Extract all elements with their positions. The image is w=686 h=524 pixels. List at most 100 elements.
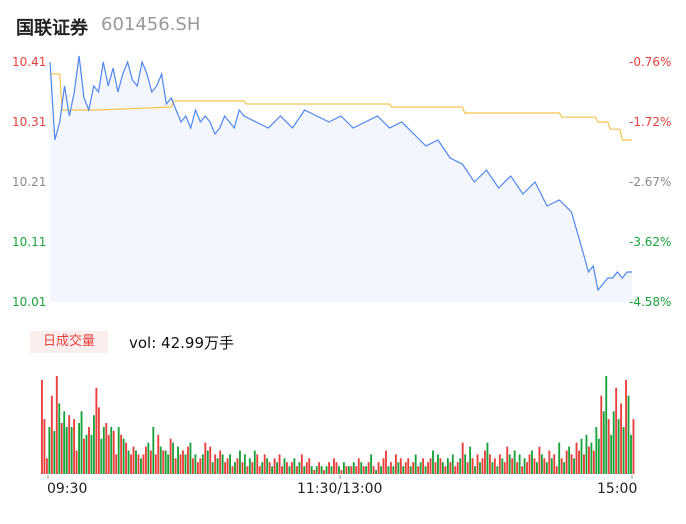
stock-name: 国联证券 [16, 18, 88, 39]
volume-bar [211, 462, 214, 474]
volume-bar [281, 466, 283, 474]
volume-bar [268, 462, 271, 474]
volume-bar [347, 466, 350, 474]
volume-bar [48, 427, 51, 474]
volume-bar [479, 462, 481, 474]
volume-bar [528, 454, 531, 474]
volume-bar [402, 466, 405, 474]
volume-bar [258, 466, 261, 474]
stock-code: 601456.SH [101, 14, 201, 35]
volume-bar [385, 450, 387, 474]
volume-bar [427, 462, 429, 474]
volume-bar [345, 466, 348, 474]
volume-bar [518, 454, 521, 474]
volume-bar [355, 466, 358, 474]
volume-bar [256, 454, 259, 474]
volume-bar [50, 395, 53, 474]
volume-bar [85, 434, 88, 474]
volume-bar [214, 454, 217, 474]
volume-bar [444, 466, 447, 474]
volume-bar [595, 427, 598, 474]
volume-bar [625, 379, 627, 474]
volume-bar [585, 434, 588, 474]
volume-bar [135, 450, 137, 474]
volume-bar [149, 450, 152, 474]
volume-bar [246, 466, 249, 474]
volume-bar [209, 446, 212, 474]
volume-bar [523, 458, 526, 474]
volume-bar [429, 458, 432, 474]
volume-bar [439, 458, 442, 474]
price-area-fill [50, 56, 632, 302]
volume-bar [536, 462, 538, 474]
volume-bar [375, 470, 378, 474]
volume-bar [394, 454, 397, 474]
volume-bar [503, 462, 506, 474]
volume-bar [513, 450, 516, 474]
average-price-line [50, 73, 632, 141]
volume-bar [620, 403, 623, 474]
volume-bar [172, 442, 175, 474]
volume-bar [560, 458, 563, 474]
volume-bar [526, 462, 528, 474]
volume-bar [578, 450, 580, 474]
x-tick-label: 11:30/13:00 [297, 481, 383, 497]
y-tick-label: 10.31 [12, 115, 47, 129]
volume-bar [229, 454, 231, 474]
volume-bar [580, 438, 583, 474]
volume-bar [372, 466, 375, 474]
volume-bar [45, 458, 48, 474]
volume-bar [73, 419, 76, 474]
volume-bar [555, 466, 558, 474]
volume-bar [459, 458, 462, 474]
volume-bar [115, 454, 118, 474]
volume-bar [105, 423, 108, 474]
volume-bar [295, 466, 298, 474]
volume-bar [90, 434, 93, 474]
volume-bar [300, 454, 303, 474]
volume-bar [201, 454, 204, 474]
volume-bar [330, 466, 333, 474]
daily-volume-tab[interactable]: 日成交量 [30, 331, 108, 353]
volume-bar [540, 454, 543, 474]
volume-bar [550, 458, 553, 474]
volume-bar [310, 466, 313, 474]
volume-bar [169, 438, 172, 474]
volume-bar [407, 458, 410, 474]
volume-bar [226, 458, 229, 474]
volume-bar [147, 442, 150, 474]
volume-bar [194, 454, 197, 474]
volume-bar [63, 411, 66, 474]
volume-bar [357, 458, 360, 474]
volume-bar [464, 454, 467, 474]
volume-bar [80, 411, 83, 474]
volume-bar [412, 462, 415, 474]
volume-bar [382, 458, 385, 474]
volume-bar [333, 458, 335, 474]
volume-bar [204, 442, 207, 474]
volume-bar [142, 454, 145, 474]
y2-tick-label: -2.67% [629, 175, 672, 189]
volume-bar [221, 454, 224, 474]
volume-bar [362, 466, 365, 474]
volume-bar [243, 454, 246, 474]
volume-bar [164, 450, 167, 474]
volume-bar [563, 462, 566, 474]
volume-bar [216, 458, 219, 474]
volume-bar [60, 423, 63, 474]
volume-bar [424, 466, 427, 474]
volume-bar [471, 458, 474, 474]
volume-bar [543, 458, 546, 474]
volume-bar [501, 458, 504, 474]
volume-bar [196, 462, 199, 474]
volume-bar [112, 430, 115, 474]
volume-bar [271, 466, 274, 474]
volume-bar [340, 470, 343, 474]
volume-readout: vol: 42.99万手 [129, 334, 234, 352]
volume-bar [417, 466, 420, 474]
volume-bar [70, 427, 73, 474]
volume-bar [78, 423, 81, 474]
volume-bar [488, 454, 491, 474]
y-tick-label: 10.21 [12, 175, 47, 189]
volume-bar [605, 376, 608, 474]
